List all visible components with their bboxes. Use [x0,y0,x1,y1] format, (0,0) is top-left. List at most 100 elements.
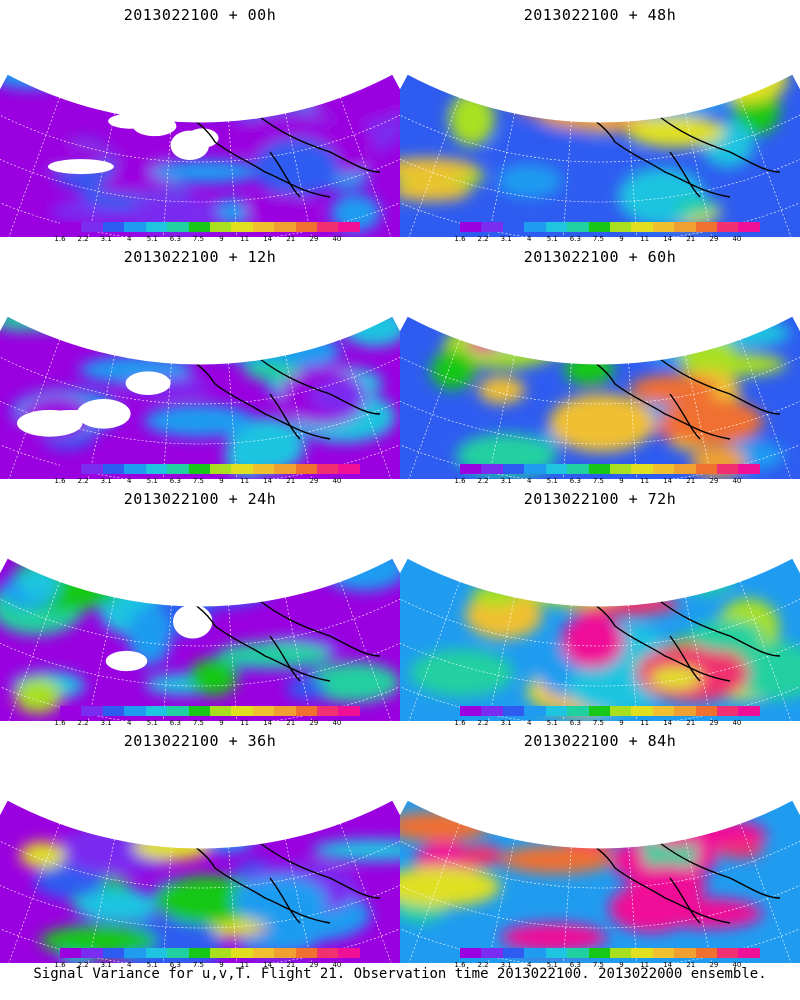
map-outline [0,315,400,365]
missing-data-area [48,159,114,175]
colorbar-label: 14 [663,477,673,485]
colorbar-label: 9 [619,477,624,485]
colorbar-swatch [460,706,482,716]
variance-contour [144,404,255,438]
variance-contour [189,82,228,116]
colorbar-swatch [102,948,125,958]
colorbar-swatch [188,948,210,958]
variance-contour [558,82,636,122]
variance-contour [153,558,226,601]
variance-contour [312,839,400,862]
colorbar-label: 14 [263,235,273,243]
variance-contour [400,823,483,841]
variance-contour [472,583,520,607]
variance-contour [282,800,386,803]
variance-contour [254,138,339,198]
variance-contour [618,167,706,226]
graticule [0,97,400,237]
variance-contour [677,337,737,367]
variance-contour [306,662,400,703]
variance-contour [531,51,634,74]
variance-map [0,769,400,963]
variance-contour [76,888,159,924]
variance-contour [440,558,483,562]
variance-contour [464,74,555,80]
colorbar-swatch [609,706,632,716]
colorbar-label: 7.5 [192,235,205,243]
colorbar-swatch [252,222,275,232]
colorbar-label: 9 [219,719,224,727]
map-panel: 2013022100 + 36h 1.6 2.2 3.1 4 5.1 6.3 7.5 9 11 14… [0,726,400,969]
variance-contour [107,74,159,85]
colorbar-label: 2.2 [77,719,89,727]
colorbar-swatch [631,464,653,474]
colorbar-swatch [102,706,125,716]
colorbar-swatch [60,706,82,716]
variance-contour [478,376,525,404]
variance-contour [92,316,143,338]
variance-contour [19,841,66,869]
colorbar-label: 29 [709,477,719,485]
variance-contour [485,323,535,347]
variance-contour [458,844,504,867]
colorbar [460,222,760,232]
colorbar-swatch [274,222,296,232]
colorbar-swatch [695,948,718,958]
colorbar-swatch [502,706,525,716]
variance-contour [500,922,607,953]
colorbar-swatch [124,464,146,474]
panel-title: 2013022100 + 00h [123,6,277,24]
colorbar-label: 5.1 [546,235,558,243]
colorbar-labels: 1.6 2.2 3.1 4 5.1 6.3 7.5 9 11 14 21 29 40 [448,719,772,729]
variance-map [0,73,400,237]
colorbar-label: 4 [126,719,132,727]
variance-contour [164,576,270,608]
colorbar-swatch [338,464,360,474]
colorbar-swatch [231,464,253,474]
panel-title: 2013022100 + 48h [523,6,677,24]
map-outline [400,557,800,607]
map-outline [0,799,400,849]
colorbar-swatch [209,222,232,232]
colorbar-swatch [295,706,318,716]
colorbar-label: 7.5 [592,235,605,243]
colorbar-label: 4 [126,235,132,243]
variance-contour [610,82,732,118]
colorbar-swatch [460,948,482,958]
variance-contour [448,91,495,146]
colorbar-swatch [60,222,82,232]
variance-contour [186,801,230,818]
variance-contour [183,769,303,796]
colorbar-label: 1.6 [54,477,66,485]
colorbar-swatch [167,222,189,232]
variance-contour [216,558,294,570]
variance-contour [79,74,193,111]
map-panel: 2013022100 + 24h 1.6 2.2 3.1 4 5.1 6.3 7.5 9 11 14… [0,484,400,727]
variance-contour [400,181,471,202]
colorbar-label: 40 [332,477,342,485]
variance-contour [0,316,66,331]
colorbar-swatch [274,464,296,474]
colorbar-swatch [188,222,210,232]
variance-contour [563,558,621,602]
colorbar-label: 9 [219,961,224,969]
variance-contour [653,897,763,929]
colorbar-label: 5.1 [546,961,558,969]
colorbar-label: 29 [309,477,319,485]
variance-contour [675,198,719,216]
panel-title: 2013022100 + 72h [523,490,677,508]
variance-contour [586,800,672,804]
colorbar-swatch [338,948,360,958]
colorbar-swatch [524,948,546,958]
missing-data-area [173,604,213,639]
colorbar-swatch [545,464,568,474]
colorbar-labels: 1.6 2.2 3.1 4 5.1 6.3 7.5 9 11 14 21 29 40 [448,477,772,487]
colorbar-swatch [652,948,675,958]
colorbar-label: 11 [640,235,650,243]
colorbar-labels: 1.6 2.2 3.1 4 5.1 6.3 7.5 9 11 14 21 29 40 [448,235,772,245]
colorbar-label: 3.1 [500,235,512,243]
colorbar-label: 21 [286,477,296,485]
variance-map [400,315,800,479]
map-panel: 2013022100 + 00h 1.6 2.2 3.1 4 5.1 6.3 7.5 9 11 14… [0,0,400,243]
variance-map [0,315,400,479]
